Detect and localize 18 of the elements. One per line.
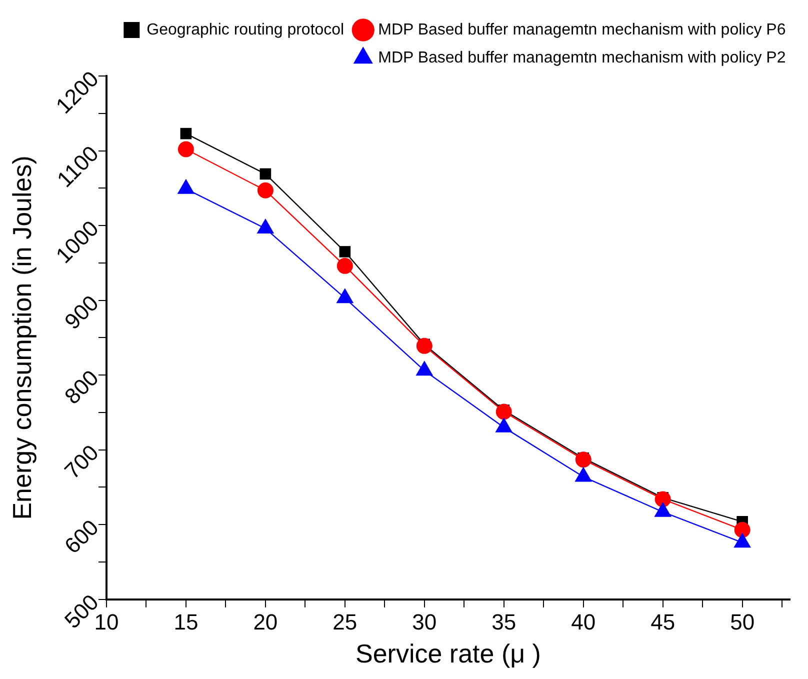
legend-label: Geographic routing protocol bbox=[146, 21, 344, 38]
x-tick-label: 15 bbox=[174, 610, 198, 635]
x-tick-label: 20 bbox=[253, 610, 278, 635]
legend-label: MDP Based buffer managemtn mechanism with policy P2 bbox=[378, 49, 786, 66]
y-tick-label: 700 bbox=[60, 440, 104, 484]
x-tick-label: 50 bbox=[730, 610, 755, 635]
x-tick-label: 45 bbox=[650, 610, 676, 635]
x-tick-label: 35 bbox=[492, 610, 516, 635]
legend-label: MDP Based buffer managemtn mechanism with policy P6 bbox=[378, 21, 786, 38]
x-tick-label: 10 bbox=[94, 610, 119, 635]
y-tick-label: 900 bbox=[60, 290, 104, 334]
x-tick-label: 40 bbox=[571, 610, 596, 635]
x-tick-label: 30 bbox=[412, 610, 437, 635]
x-tick-label: 25 bbox=[332, 610, 358, 635]
x-axis-title: Service rate (μ ) bbox=[356, 638, 541, 669]
y-tick-label: 600 bbox=[60, 514, 104, 558]
y-axis-title: Energy consumption (in Joules) bbox=[6, 156, 37, 520]
y-tick-label: 800 bbox=[60, 365, 104, 409]
